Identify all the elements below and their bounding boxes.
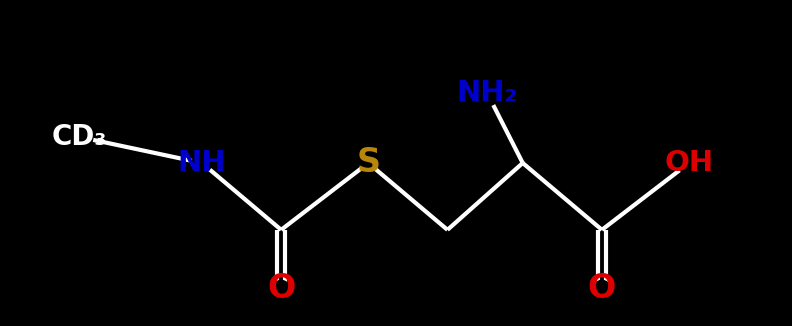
Text: O: O (267, 272, 295, 305)
Ellipse shape (474, 80, 500, 106)
Ellipse shape (66, 123, 93, 151)
Ellipse shape (678, 152, 700, 174)
Text: NH₂: NH₂ (456, 79, 518, 107)
Text: O: O (588, 272, 616, 305)
Text: NH: NH (177, 149, 227, 177)
Ellipse shape (192, 153, 211, 173)
Text: OH: OH (664, 149, 714, 177)
Ellipse shape (360, 155, 376, 171)
Text: S: S (356, 146, 380, 180)
Ellipse shape (594, 280, 610, 297)
Text: CD₃: CD₃ (51, 123, 107, 151)
Ellipse shape (273, 280, 289, 297)
